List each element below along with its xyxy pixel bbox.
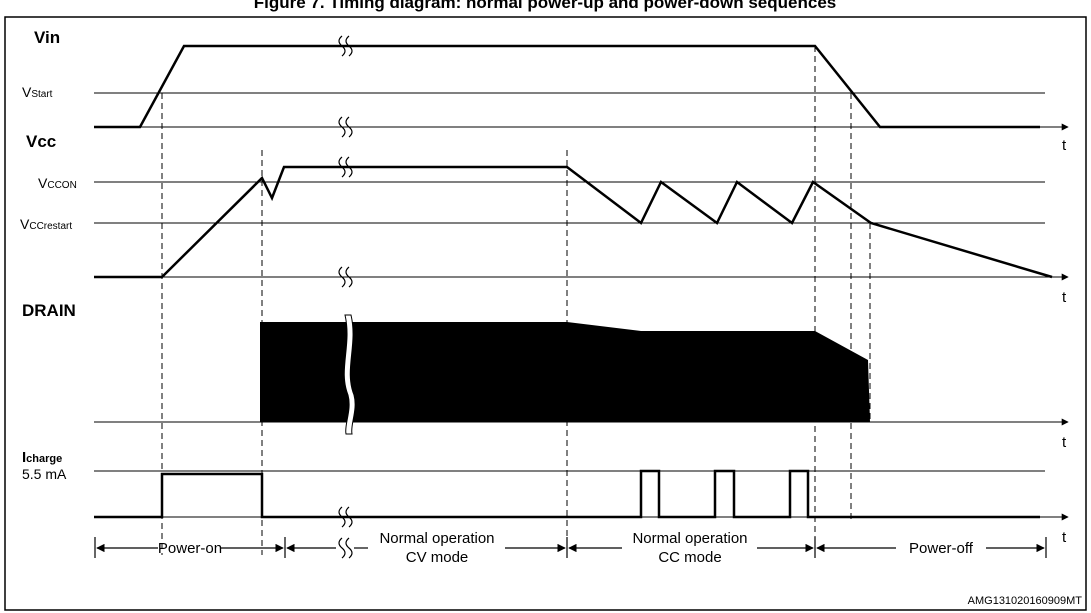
vstart-label: VStart [22, 84, 53, 100]
vin-time-label: t [1062, 137, 1067, 154]
vcc-label: Vcc [26, 132, 56, 151]
phase-cc-line2: CC mode [658, 549, 721, 566]
phase-power-on: Power-on [158, 540, 222, 557]
phase-power-off: Power-off [909, 540, 974, 557]
icharge-waveform [94, 469, 1040, 519]
drain-time-label: t [1062, 434, 1067, 451]
vccon-label: VCCON [38, 175, 77, 191]
phase-marker-lines [161, 46, 871, 555]
phase-cv-line1: Normal operation [379, 530, 494, 547]
drain-envelope [260, 322, 870, 422]
vccrestart-label: VCCrestart [20, 216, 72, 232]
figure-frame [4, 16, 1087, 611]
doc-code: AMG131020160909MT [968, 595, 1083, 607]
vin-label: Vin [34, 28, 60, 47]
phase-ruler [94, 537, 1047, 558]
phase-cc-line1: Normal operation [632, 530, 747, 547]
drain-break-gap [343, 314, 356, 435]
icharge-time-label: t [1062, 529, 1067, 546]
icharge-label: Icharge [22, 449, 62, 466]
phase-cv-line2: CV mode [406, 549, 469, 566]
drain-label: DRAIN [22, 301, 76, 320]
time-break-markers [338, 35, 353, 559]
vcc-time-label: t [1062, 289, 1067, 306]
vcc-waveform [94, 165, 1053, 279]
icharge-level-label: 5.5 mA [22, 466, 67, 482]
figure-title: Figure 7. Timing diagram: normal power-u… [254, 0, 836, 12]
vin-waveform [94, 44, 1040, 129]
